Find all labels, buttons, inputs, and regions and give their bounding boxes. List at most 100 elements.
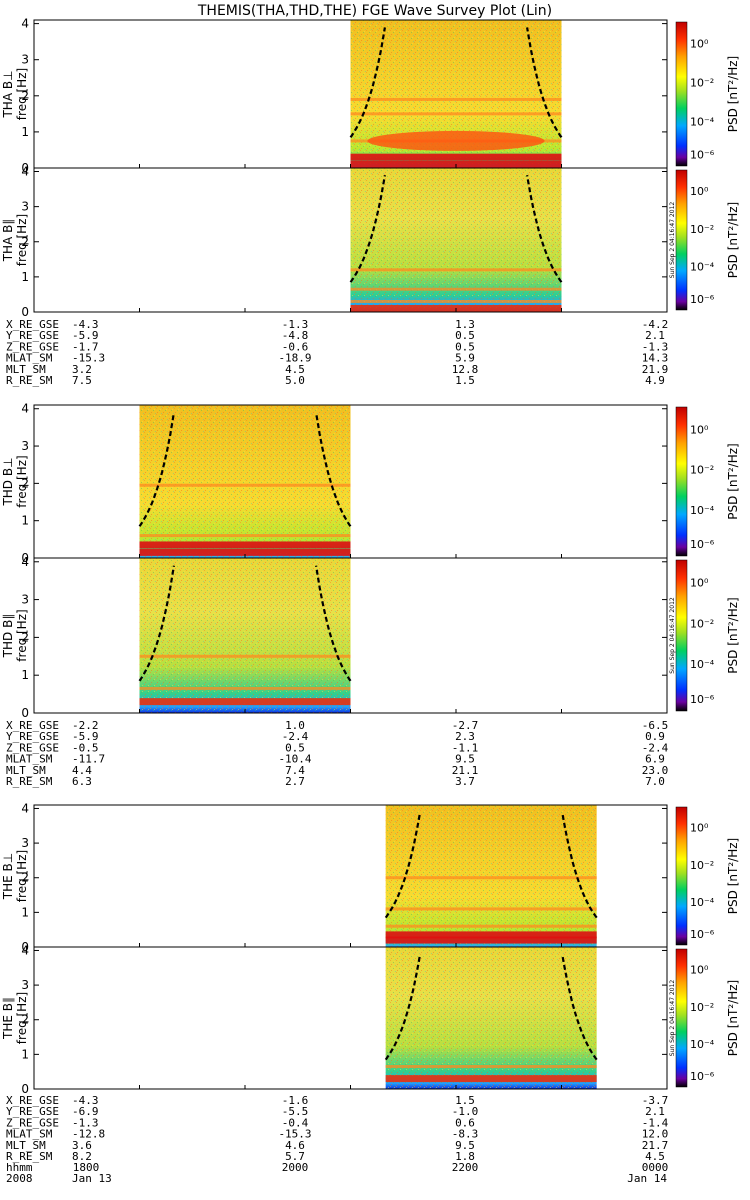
y-tick-label: 1 <box>21 514 29 528</box>
ephemeris-value: 2.1 <box>645 329 665 342</box>
ephemeris-value: -5.9 <box>72 730 99 743</box>
harmonic-band <box>385 936 597 944</box>
ephemeris-value: 2.1 <box>645 1105 665 1118</box>
ephemeris-value: 6.9 <box>645 753 665 766</box>
ephemeris-value: 0.9 <box>645 730 665 743</box>
colorbar <box>675 406 688 557</box>
y-tick-label: 4 <box>21 943 29 957</box>
colorbar-tick-label: 10⁻² <box>690 859 714 872</box>
panel-component-label: THA B∥ <box>1 219 15 263</box>
colorbar-label: PSD [nT²/Hz] <box>726 980 740 1056</box>
colorbar <box>675 806 688 946</box>
y-tick-label: 2 <box>21 476 29 490</box>
colorbar-label: PSD [nT²/Hz] <box>726 597 740 673</box>
ephemeris-value: -1.4 <box>642 1116 669 1129</box>
colorbar-label: PSD [nT²/Hz] <box>726 838 740 914</box>
ephemeris-label: Y_RE_GSE <box>6 730 59 743</box>
harmonic-band <box>350 97 562 101</box>
harmonic-band <box>385 876 597 880</box>
time-tick-label: 2200 <box>452 1161 479 1174</box>
ephemeris-label: MLAT_SM <box>6 753 53 766</box>
ephemeris-value: 12.8 <box>452 363 479 376</box>
ephemeris-value: -2.4 <box>642 741 669 754</box>
ephemeris-value: 23.0 <box>642 764 669 777</box>
panel-component-label: THE B⊥ <box>1 853 15 900</box>
ephemeris-value: -4.8 <box>282 329 309 342</box>
harmonic-band <box>139 548 351 556</box>
colorbar-label: PSD [nT²/Hz] <box>726 202 740 278</box>
ephemeris-value: 21.1 <box>452 764 479 777</box>
ephemeris-value: -6.9 <box>72 1105 99 1118</box>
ephemeris-value: 4.5 <box>645 1150 665 1163</box>
harmonic-band <box>350 287 562 291</box>
y-tick-label: 3 <box>21 978 29 992</box>
ephemeris-label: X_RE_GSE <box>6 1094 59 1107</box>
ephemeris-label: Z_RE_GSE <box>6 340 59 353</box>
colorbar-tick-label: 10⁰ <box>690 423 709 436</box>
ephemeris-value: -4.3 <box>72 1094 99 1107</box>
colorbar-tick-label: 10⁻⁴ <box>690 896 715 909</box>
ephemeris-value: -5.5 <box>282 1105 309 1118</box>
ephemeris-value: 0.5 <box>455 329 475 342</box>
ephemeris-value: 14.3 <box>642 352 669 365</box>
colorbar-tick-label: 10⁻² <box>690 617 714 630</box>
ephemeris-value: -1.1 <box>452 741 479 754</box>
y-axis-label: freq [Hz] <box>15 214 29 266</box>
spectrogram-noise <box>385 805 597 947</box>
ephemeris-value: 8.2 <box>72 1150 92 1163</box>
timestamp-stamp: Sun Sep 2 04:16:47 2012 <box>669 597 676 674</box>
ephemeris-label: MLAT_SM <box>6 352 53 365</box>
ephemeris-value: 2.3 <box>455 730 475 743</box>
ephemeris-value: -2.2 <box>72 719 99 732</box>
cyclotron-curve <box>561 953 598 1061</box>
ephemeris-value: -0.6 <box>282 340 309 353</box>
colorbar-tick-label: 10⁰ <box>690 185 709 198</box>
ephemeris-value: -15.3 <box>278 1128 311 1141</box>
ephemeris-value: 0.5 <box>455 340 475 353</box>
colorbar-tick-label: 10⁻⁶ <box>690 928 715 941</box>
time-tick-label: 2000 <box>282 1161 309 1174</box>
colorbar-tick-label: 10⁻⁶ <box>690 538 715 551</box>
y-axis-label: freq [Hz] <box>15 455 29 507</box>
harmonic-band <box>350 112 562 116</box>
ephemeris-value: -5.9 <box>72 329 99 342</box>
cyclotron-curve <box>384 811 422 919</box>
cyclotron-curve <box>315 565 352 682</box>
ephemeris-value: 3.6 <box>72 1139 92 1152</box>
colorbar-tick-label: 10⁻² <box>690 76 714 89</box>
panel-component-label: THD B∥ <box>1 614 15 659</box>
y-tick-label: 0 <box>21 161 29 175</box>
ephemeris-value: 3.7 <box>455 775 475 788</box>
ephemeris-label: Z_RE_GSE <box>6 741 59 754</box>
colorbar <box>675 169 688 311</box>
ephemeris-value: 5.7 <box>285 1150 305 1163</box>
ephemeris-value: 4.9 <box>645 374 665 387</box>
ephemeris-label: X_RE_GSE <box>6 719 59 732</box>
harmonic-band <box>139 541 351 549</box>
harmonic-band <box>350 299 562 303</box>
ephemeris-value: 9.5 <box>455 1139 475 1152</box>
y-tick-label: 3 <box>21 439 29 453</box>
ephemeris-value: 5.9 <box>455 352 475 365</box>
ephemeris-label: R_RE_SM <box>6 1150 53 1163</box>
y-tick-label: 2 <box>21 871 29 885</box>
colorbar <box>675 948 688 1088</box>
ephemeris-label: X_RE_GSE <box>6 318 59 331</box>
ephemeris-value: 0.6 <box>455 1116 475 1129</box>
harmonic-band <box>139 654 351 658</box>
panel-component-label: THD B⊥ <box>1 457 15 506</box>
colorbar <box>675 559 688 712</box>
ephemeris-value: -0.5 <box>72 741 99 754</box>
colorbar-tick-label: 10⁻⁶ <box>690 148 715 161</box>
ephemeris-value: 1.5 <box>455 1094 475 1107</box>
harmonic-band <box>139 483 351 487</box>
harmonic-band <box>385 1075 597 1083</box>
ephemeris-value: -1.0 <box>452 1105 479 1118</box>
ephemeris-value: -6.5 <box>642 719 669 732</box>
cyclotron-curve <box>526 175 563 283</box>
y-tick-label: 4 <box>21 801 29 815</box>
ephemeris-value: -11.7 <box>72 753 105 766</box>
colorbar-tick-label: 10⁻² <box>690 464 714 477</box>
ephemeris-value: 12.0 <box>642 1128 669 1141</box>
y-tick-label: 4 <box>21 402 29 416</box>
